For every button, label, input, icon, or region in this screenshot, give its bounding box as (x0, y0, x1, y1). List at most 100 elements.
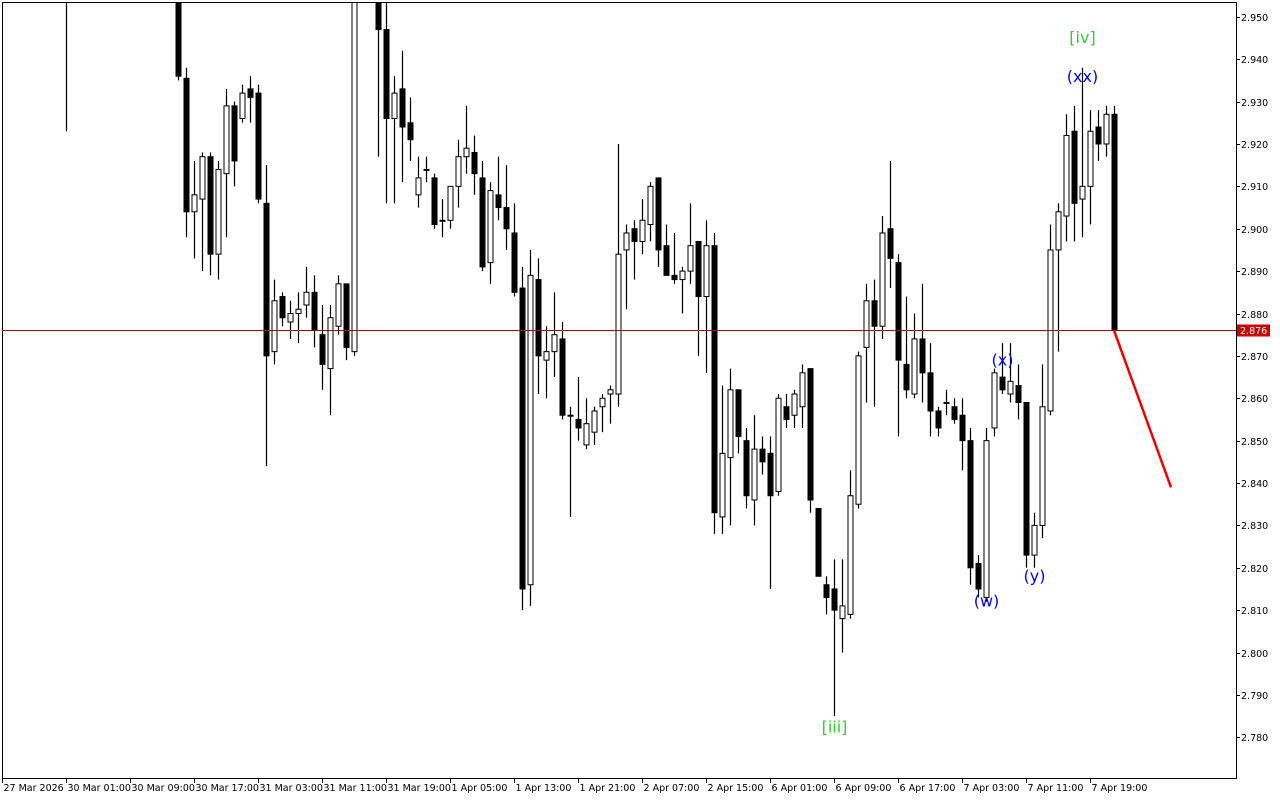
candle-body-bear (559, 338, 566, 416)
candle (975, 555, 982, 598)
candle (319, 305, 326, 390)
candle (943, 389, 950, 416)
x-tick-label: 31 Mar 11:00 (324, 783, 387, 794)
candle (1023, 402, 1030, 568)
candle (423, 156, 430, 183)
candle-body-bull (991, 372, 998, 429)
y-tick-label: 2.940 (1241, 55, 1268, 66)
candle-body-bear (575, 418, 582, 429)
candle (303, 266, 310, 318)
candle (1095, 110, 1102, 161)
candle (775, 394, 782, 496)
candle (271, 279, 278, 365)
candle (607, 385, 614, 424)
candle (751, 415, 758, 526)
candle-body-bear (279, 296, 286, 319)
candle-body-bull (199, 156, 206, 200)
candle (439, 199, 446, 238)
x-tick-label: 7 Apr 03:00 (964, 783, 1020, 794)
candle-body-bull (911, 338, 918, 395)
candle-body-bull (591, 410, 598, 433)
candle-body-bull (223, 105, 230, 175)
candle-body-bear (255, 92, 262, 200)
x-tick-label: 2 Apr 07:00 (644, 783, 700, 794)
y-tick-label: 2.890 (1241, 267, 1268, 278)
candle-body-bear (783, 406, 790, 420)
candle-body-bull (327, 317, 334, 370)
candle-body-bear (903, 363, 910, 391)
candle-body-bull (191, 194, 198, 213)
candle (1071, 105, 1078, 242)
candle-body-bull (647, 185, 654, 226)
candle-body-bull (703, 245, 710, 298)
candle-body-bear (887, 228, 894, 259)
x-tick-label: 6 Apr 01:00 (772, 783, 828, 794)
y-tick-label: 2.780 (1241, 733, 1268, 744)
candle-body-bull (615, 253, 622, 395)
candle-body-bear (495, 194, 502, 209)
candle-body-bear (959, 414, 966, 442)
candle-body-bear (815, 507, 822, 577)
candle-body-bull (239, 92, 246, 120)
candle (719, 385, 726, 534)
candle-body-bull (543, 351, 550, 361)
candle (407, 97, 414, 161)
current-price-label: 2.876 (1240, 326, 1267, 337)
candle (191, 160, 198, 259)
candle (223, 88, 230, 238)
x-tick-label: 2 Apr 15:00 (708, 783, 764, 794)
x-tick-label: 27 Mar 2026 (4, 783, 64, 794)
wave-label: [iv] (1069, 28, 1095, 47)
x-tick-label: 7 Apr 11:00 (1028, 783, 1084, 794)
candle-body-bull (943, 402, 950, 405)
candle (999, 343, 1006, 395)
candle (511, 203, 518, 297)
candle (727, 368, 734, 526)
candle (263, 165, 270, 467)
candle-body-bull (751, 448, 758, 501)
candle (631, 220, 638, 280)
x-tick-label: 1 Apr 05:00 (452, 783, 508, 794)
candle-body-bull (487, 190, 494, 264)
candle (767, 436, 774, 589)
candle-body-bull (287, 313, 294, 323)
candle-body-bull (351, 3, 358, 353)
x-tick-label: 30 Mar 17:00 (196, 783, 259, 794)
candles-layer (65, 3, 1118, 717)
candle-body-bull (799, 372, 806, 408)
candle-body-bear (999, 376, 1006, 391)
candle-body-bear (823, 584, 830, 598)
candle (887, 160, 894, 289)
candle (583, 398, 590, 450)
candle (623, 224, 630, 310)
candle-body-bear (695, 240, 702, 298)
candle (711, 232, 718, 534)
candle (287, 300, 294, 339)
candle-body-bear (735, 389, 742, 437)
candle-body-bull (423, 168, 430, 171)
candle-body-bull (1087, 130, 1094, 187)
candle (279, 292, 286, 327)
candle (951, 398, 958, 424)
candle-body-bull (335, 283, 342, 327)
candle-body-bull (567, 414, 574, 417)
candle-body-bear (807, 368, 814, 501)
candle-body-bear (175, 3, 182, 77)
y-tick-label: 2.950 (1241, 13, 1268, 24)
x-tick-label: 30 Mar 01:00 (68, 783, 131, 794)
candle-body-bull (1103, 113, 1110, 145)
candle (807, 368, 814, 513)
candle (743, 427, 750, 509)
candle-body-bear (231, 105, 238, 162)
candle (383, 3, 390, 204)
candle (487, 182, 494, 284)
y-tick-label: 2.850 (1241, 437, 1268, 448)
candle (479, 160, 486, 272)
candle-body-bear (655, 177, 662, 251)
candle-body-bear (407, 122, 414, 141)
candle-body-bear (319, 334, 326, 365)
current-price-label-bg (1237, 324, 1270, 337)
candle (847, 470, 854, 619)
candle (255, 84, 262, 204)
